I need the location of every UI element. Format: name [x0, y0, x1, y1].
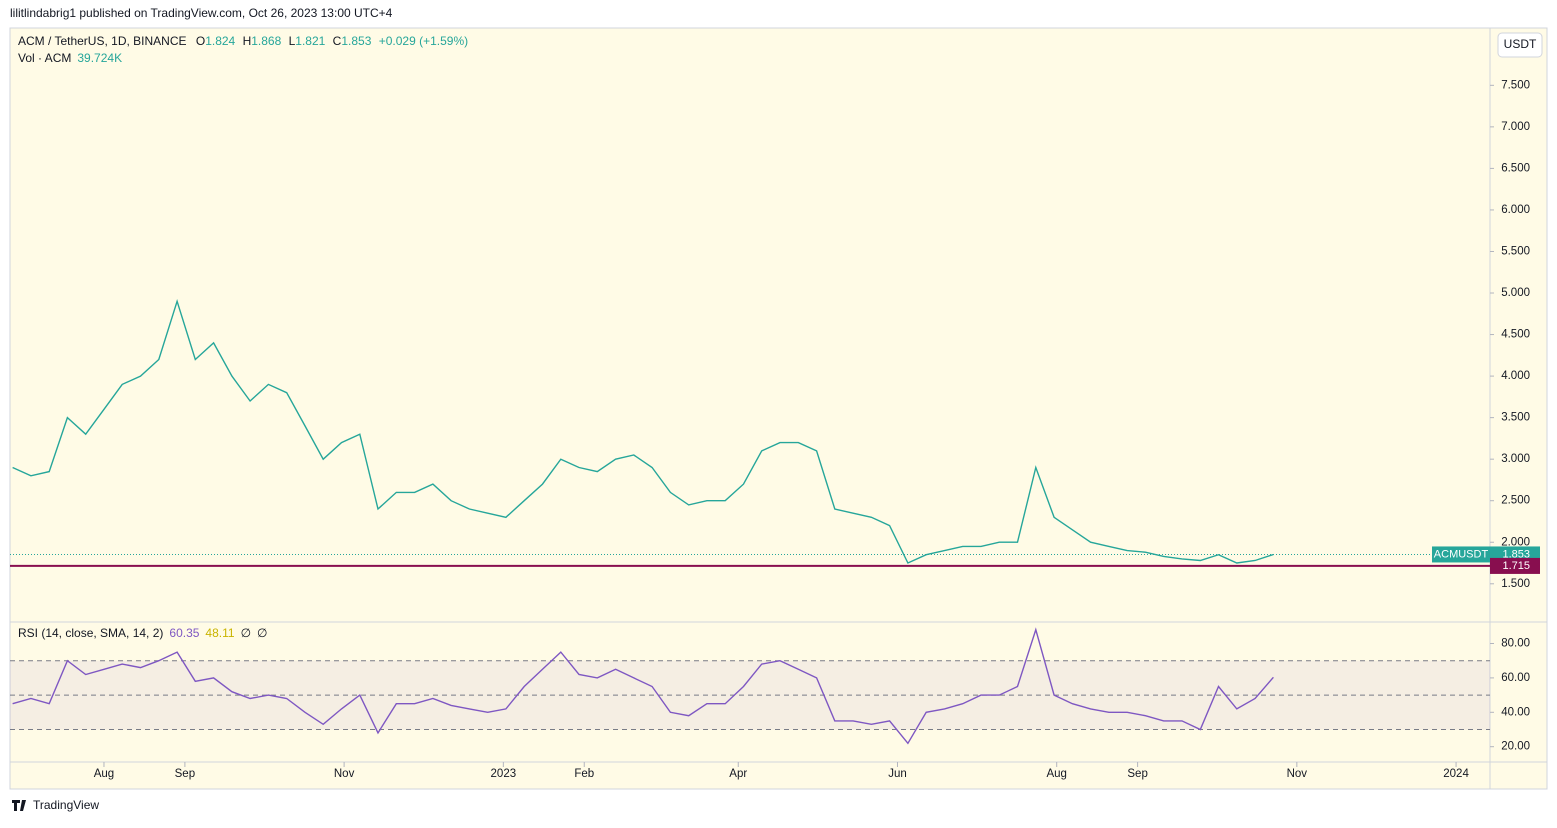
- chart-frame: [9, 27, 1548, 790]
- x-tick-label: Aug: [1046, 768, 1066, 780]
- x-tick-label: Nov: [1287, 768, 1308, 780]
- y-tick-label: 6.500: [1501, 162, 1530, 174]
- sma-value: 48.11: [205, 626, 234, 640]
- y-tick-label: 6.000: [1501, 204, 1530, 216]
- currency-label[interactable]: USDT: [1504, 37, 1537, 51]
- o-label: O: [196, 34, 205, 48]
- empty-a: ∅: [241, 626, 251, 640]
- x-tick-label: Sep: [1127, 768, 1147, 780]
- y-tick-label: 4.500: [1501, 329, 1530, 341]
- vol: 39.724K: [77, 51, 122, 65]
- l-label: L: [289, 34, 296, 48]
- rsi-line: [12, 627, 1274, 745]
- symbol-tag-label: ACMUSDT: [1434, 548, 1489, 560]
- rsi-value: 60.35: [169, 626, 199, 640]
- last-price-label: 1.853: [1502, 548, 1530, 560]
- vol-label: Vol · ACM: [18, 51, 71, 65]
- symbol: ACM / TetherUS, 1D, BINANCE: [18, 34, 187, 48]
- brand: TradingView: [33, 798, 99, 812]
- rsi-tick-label: 20.00: [1501, 741, 1530, 753]
- rsi-tick-label: 60.00: [1501, 672, 1530, 684]
- y-tick-label: 5.000: [1501, 287, 1530, 299]
- rsi-legend: RSI (14, close, SMA, 14, 2) 60.35 48.11 ∅ ∅: [18, 626, 267, 640]
- y-tick-label: 1.500: [1501, 578, 1530, 590]
- y-tick-label: 3.500: [1501, 412, 1530, 424]
- price-line: [12, 298, 1274, 564]
- x-tick-label: 2024: [1443, 768, 1469, 780]
- close: 1.853: [341, 34, 371, 48]
- y-tick-label: 4.000: [1501, 370, 1530, 382]
- x-tick-label: Apr: [729, 768, 747, 780]
- change: +0.029 (+1.59%): [379, 34, 468, 48]
- empty-b: ∅: [257, 626, 267, 640]
- currency-button[interactable]: [1497, 32, 1543, 58]
- publisher: lilitlindabrig1 published on TradingView…: [10, 6, 393, 20]
- support-tag: [1490, 557, 1540, 574]
- x-tick-label: Sep: [175, 768, 195, 780]
- y-tick-label: 2.500: [1501, 495, 1530, 507]
- high: 1.868: [251, 34, 281, 48]
- y-tick-label: 7.500: [1501, 79, 1530, 91]
- rsi-label: RSI (14, close, SMA, 14, 2): [18, 626, 163, 640]
- x-tick-label: Feb: [574, 768, 594, 780]
- symbol-tag: [1432, 546, 1490, 563]
- low: 1.821: [295, 34, 325, 48]
- legend: ACM / TetherUS, 1D, BINANCE O1.824 H1.86…: [18, 34, 468, 48]
- y-tick-label: 7.000: [1501, 121, 1530, 133]
- x-tick-label: Aug: [94, 768, 114, 780]
- c-label: C: [333, 34, 342, 48]
- x-tick-label: 2023: [491, 768, 517, 780]
- open: 1.824: [205, 34, 235, 48]
- support-label: 1.715: [1502, 560, 1530, 572]
- tv-logo: [12, 800, 26, 811]
- h-label: H: [243, 34, 252, 48]
- volume-legend: Vol · ACM 39.724K: [18, 51, 122, 65]
- x-tick-label: Nov: [334, 768, 355, 780]
- rsi-tick-label: 40.00: [1501, 706, 1530, 718]
- y-tick-label: 2.000: [1501, 536, 1530, 548]
- x-tick-label: Jun: [888, 768, 907, 780]
- y-tick-label: 3.000: [1501, 453, 1530, 465]
- y-tick-label: 5.500: [1501, 246, 1530, 258]
- rsi-tick-label: 80.00: [1501, 638, 1530, 650]
